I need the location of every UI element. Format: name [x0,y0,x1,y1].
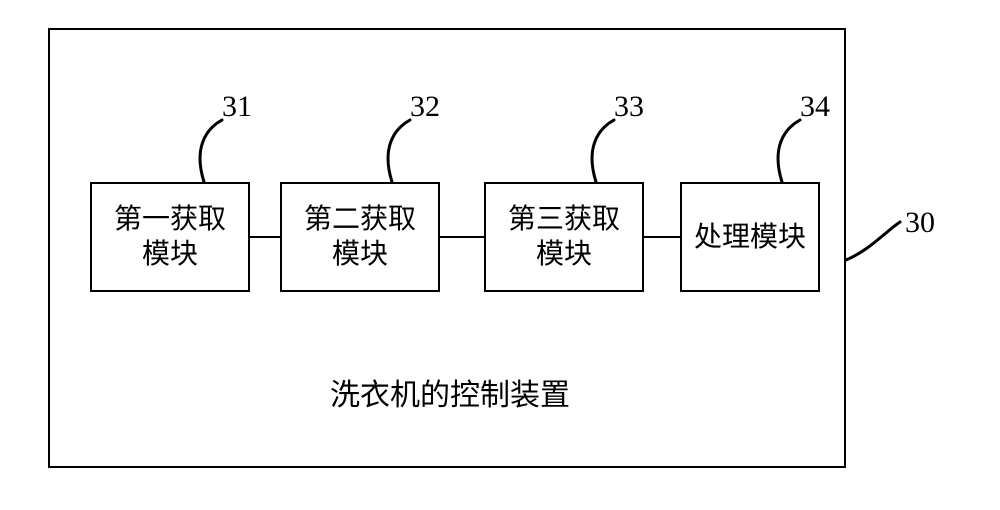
ref-label-30: 30 [905,206,935,240]
ref-label-31: 31 [222,90,252,124]
diagram-canvas: 第一获取 模块 第二获取 模块 第三获取 模块 处理模块 31 32 33 34… [0,0,1000,510]
ref-label-32: 32 [410,90,440,124]
lead-line-30 [0,0,1000,510]
ref-label-34: 34 [800,90,830,124]
diagram-caption: 洗衣机的控制装置 [330,370,570,414]
ref-label-33: 33 [614,90,644,124]
